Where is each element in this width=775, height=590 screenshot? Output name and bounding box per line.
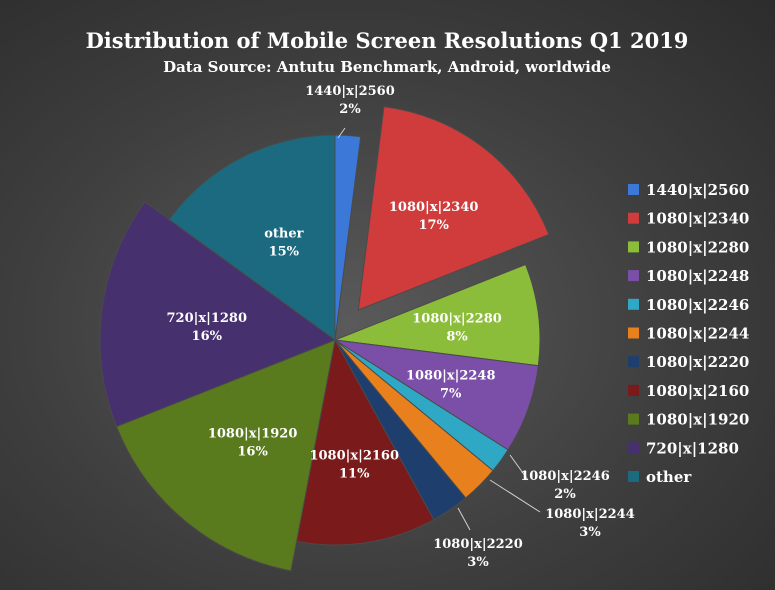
slice-label: 720|x|1280 xyxy=(167,311,248,326)
slice-label: other xyxy=(264,227,303,242)
slice-label: 1080|x|2340 xyxy=(389,200,479,215)
legend-label: other xyxy=(646,468,692,486)
pie-slice-other xyxy=(168,134,336,341)
chart-title: Distribution of Mobile Screen Resolution… xyxy=(86,28,689,53)
slice-label: 1080|x|2246 xyxy=(520,469,610,484)
slice-label: 1080|x|2160 xyxy=(309,448,399,463)
slice-percent: 15% xyxy=(269,245,300,260)
legend-swatch xyxy=(628,184,639,195)
legend-label: 1080|x|2244 xyxy=(646,325,749,343)
slice-label: 1080|x|2248 xyxy=(406,369,496,384)
legend-swatch xyxy=(628,298,639,310)
leader-line xyxy=(457,507,471,531)
legend-swatch xyxy=(628,384,639,396)
slice-percent: 2% xyxy=(339,102,361,117)
leader-line xyxy=(337,127,346,139)
pie-slice-1080-x-2340 xyxy=(357,106,550,311)
legend-label: 1080|x|1920 xyxy=(646,411,749,429)
legend-swatch xyxy=(628,327,639,339)
slice-label: 1080|x|1920 xyxy=(208,427,298,442)
slice-percent: 3% xyxy=(579,525,601,540)
slice-percent: 11% xyxy=(339,466,370,481)
slice-label: 1080|x|2220 xyxy=(433,537,523,552)
legend-swatch xyxy=(628,442,639,454)
legend-label: 1080|x|2246 xyxy=(646,296,749,314)
slice-label: 1440|x|2560 xyxy=(305,84,395,99)
leader-line xyxy=(489,479,541,513)
legend-label: 1080|x|2248 xyxy=(646,267,749,285)
pie-slice-1440-x-2560 xyxy=(334,134,362,341)
legend-swatch xyxy=(628,471,639,482)
pie-slices xyxy=(99,106,550,572)
legend: 1440|x|2560 1080|x|2340 1080|x|2280 1080|x|… xyxy=(628,181,749,486)
slice-percent: 3% xyxy=(467,555,489,570)
legend-swatch xyxy=(628,356,639,368)
legend-swatch xyxy=(628,241,639,253)
slice-label: 1080|x|2280 xyxy=(412,312,502,327)
legend-label: 1440|x|2560 xyxy=(646,181,749,199)
slice-label: 1080|x|2244 xyxy=(545,507,635,522)
slice-percent: 17% xyxy=(418,218,449,233)
legend-label: 1080|x|2280 xyxy=(646,238,749,256)
legend-label: 1080|x|2220 xyxy=(646,353,749,371)
slice-percent: 8% xyxy=(446,330,468,345)
slice-percent: 16% xyxy=(237,445,268,460)
pie-slice-1080-x-2160 xyxy=(296,338,435,546)
legend-label: 1080|x|2160 xyxy=(646,382,749,400)
legend-swatch xyxy=(628,212,639,224)
chart-subtitle: Data Source: Antutu Benchmark, Android, … xyxy=(163,58,611,76)
slice-percent: 16% xyxy=(192,329,223,344)
legend-label: 720|x|1280 xyxy=(646,439,739,457)
slice-labels: 1440|x|2560 2% 1080|x|2340 17% 1080|x|2280 8%… xyxy=(167,84,635,570)
leader-line xyxy=(509,454,529,481)
slice-percent: 7% xyxy=(440,387,462,402)
pie-slice-1080-x-1920 xyxy=(115,339,336,572)
pie-slice-1080-x-2280 xyxy=(334,263,541,367)
legend-label: 1080|x|2340 xyxy=(646,210,749,228)
legend-swatch xyxy=(628,270,639,282)
pie-slice-720-x-1280 xyxy=(99,201,337,428)
slice-percent: 2% xyxy=(554,487,576,502)
legend-swatch xyxy=(628,413,639,425)
